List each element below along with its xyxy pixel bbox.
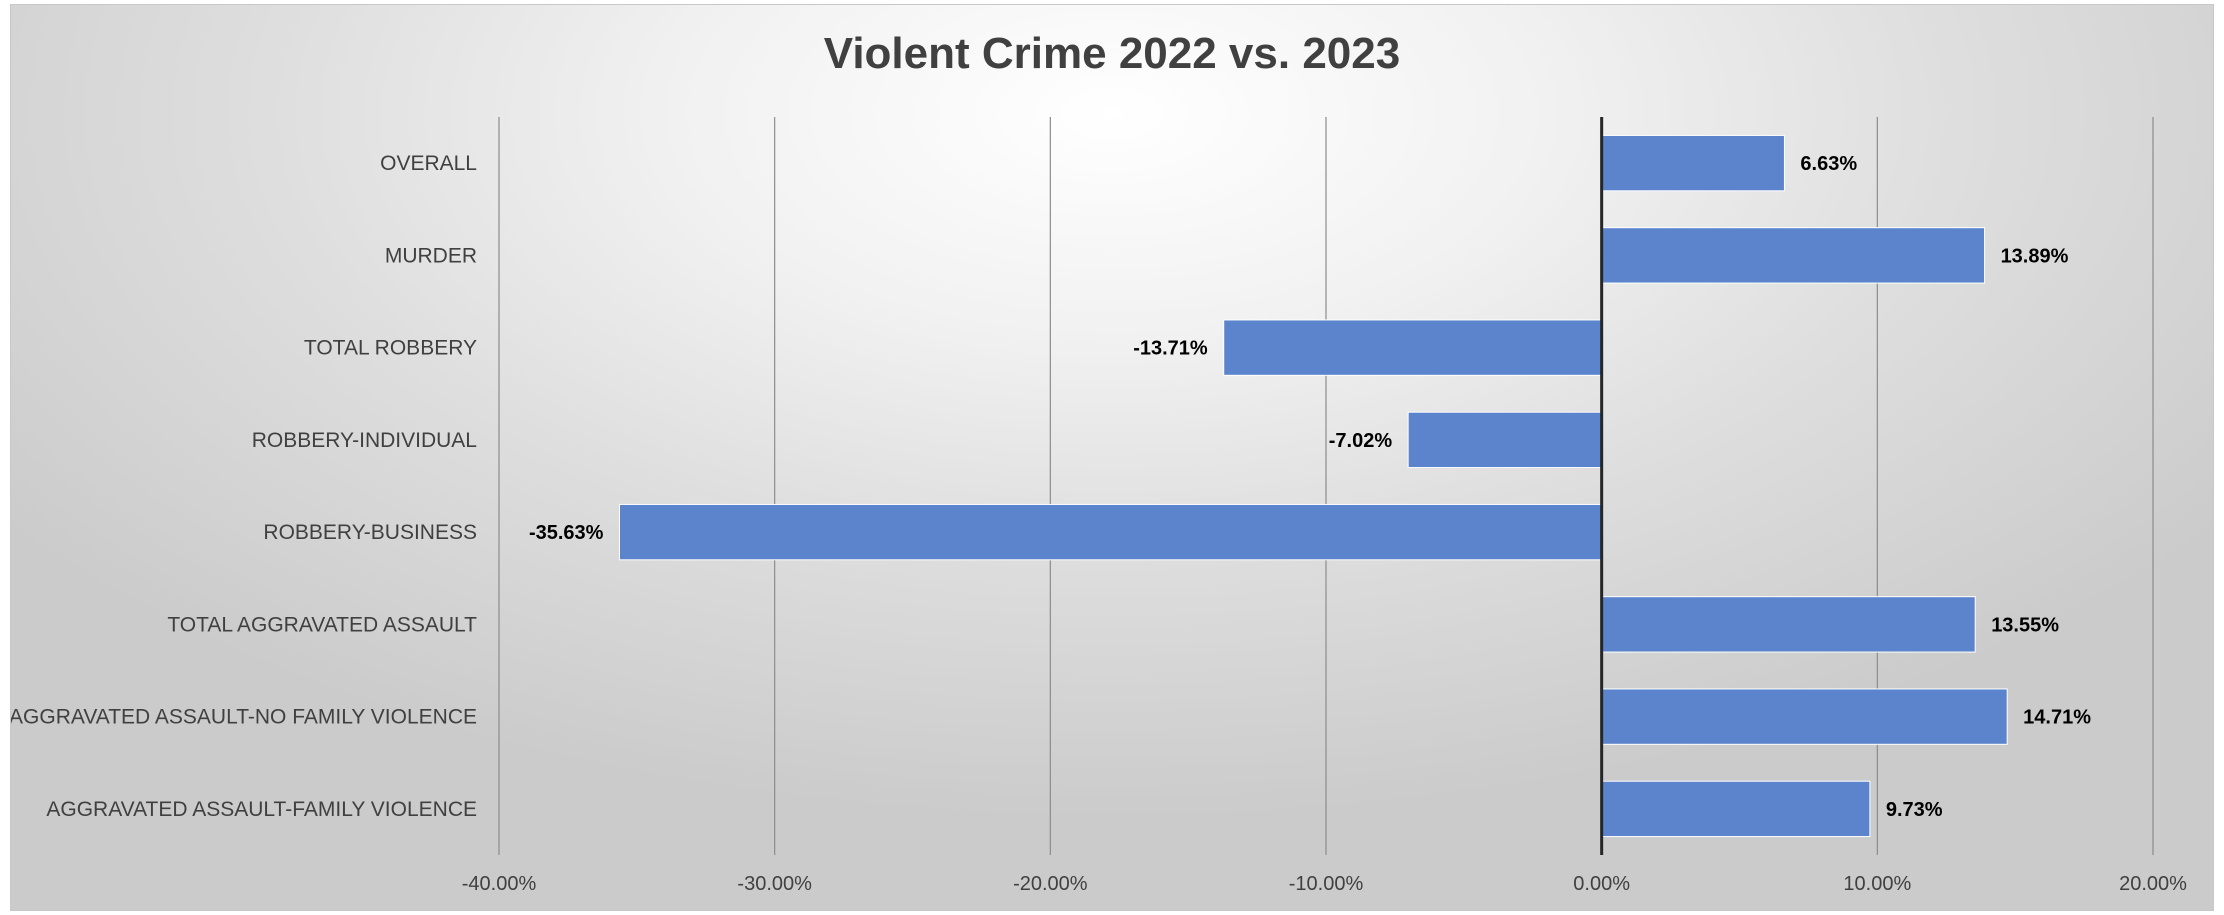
x-tick-label: 0.00% (1573, 873, 1630, 895)
bar (1601, 596, 1976, 653)
bar (1601, 780, 1871, 838)
gridlines (498, 117, 2154, 855)
data-label: 6.63% (1800, 153, 1857, 175)
bars (618, 134, 2008, 838)
bar (1407, 411, 1603, 469)
data-label: -13.71% (1133, 338, 1208, 360)
bar (618, 503, 1603, 561)
bar (1601, 688, 2008, 745)
category-label: TOTAL AGGRAVATED ASSAULT (167, 613, 477, 636)
x-tick-label: -40.00% (462, 873, 537, 895)
chart-area: Violent Crime 2022 vs. 2023 -40.00% -30.0… (10, 4, 2214, 911)
x-tick-label: 20.00% (2119, 873, 2187, 895)
data-label: 13.89% (2001, 245, 2069, 267)
data-label: 13.55% (1991, 614, 2059, 636)
data-label: 14.71% (2023, 707, 2091, 729)
category-label: MURDER (385, 244, 477, 267)
x-tick-label: -30.00% (737, 873, 812, 895)
category-label: ROBBERY-INDIVIDUAL (252, 429, 477, 452)
x-tick-label: 10.00% (1843, 873, 1911, 895)
bar-chart: -40.00% -30.00% -20.00% -10.00% 0.00% 10.00% 2… (11, 117, 2187, 895)
chart-title: Violent Crime 2022 vs. 2023 (823, 29, 1401, 78)
category-label: AGGRAVATED ASSAULT-FAMILY VIOLENCE (46, 798, 477, 821)
category-label: TOTAL ROBBERY (304, 337, 477, 360)
category-label: ROBBERY-BUSINESS (263, 521, 477, 544)
data-label: -7.02% (1329, 430, 1393, 452)
bar (1601, 227, 1986, 284)
category-label: AGGRAVATED ASSAULT-NO FAMILY VIOLENCE (11, 706, 477, 729)
category-label: OVERALL (380, 152, 477, 175)
data-label: -35.63% (529, 522, 604, 544)
x-tick-label: -10.00% (1289, 873, 1364, 895)
labels: -40.00% -30.00% -20.00% -10.00% 0.00% 10.00% 2… (11, 152, 2187, 895)
bar (1223, 319, 1603, 376)
x-tick-label: -20.00% (1013, 873, 1088, 895)
bar (1601, 134, 1785, 192)
data-label: 9.73% (1886, 799, 1943, 821)
